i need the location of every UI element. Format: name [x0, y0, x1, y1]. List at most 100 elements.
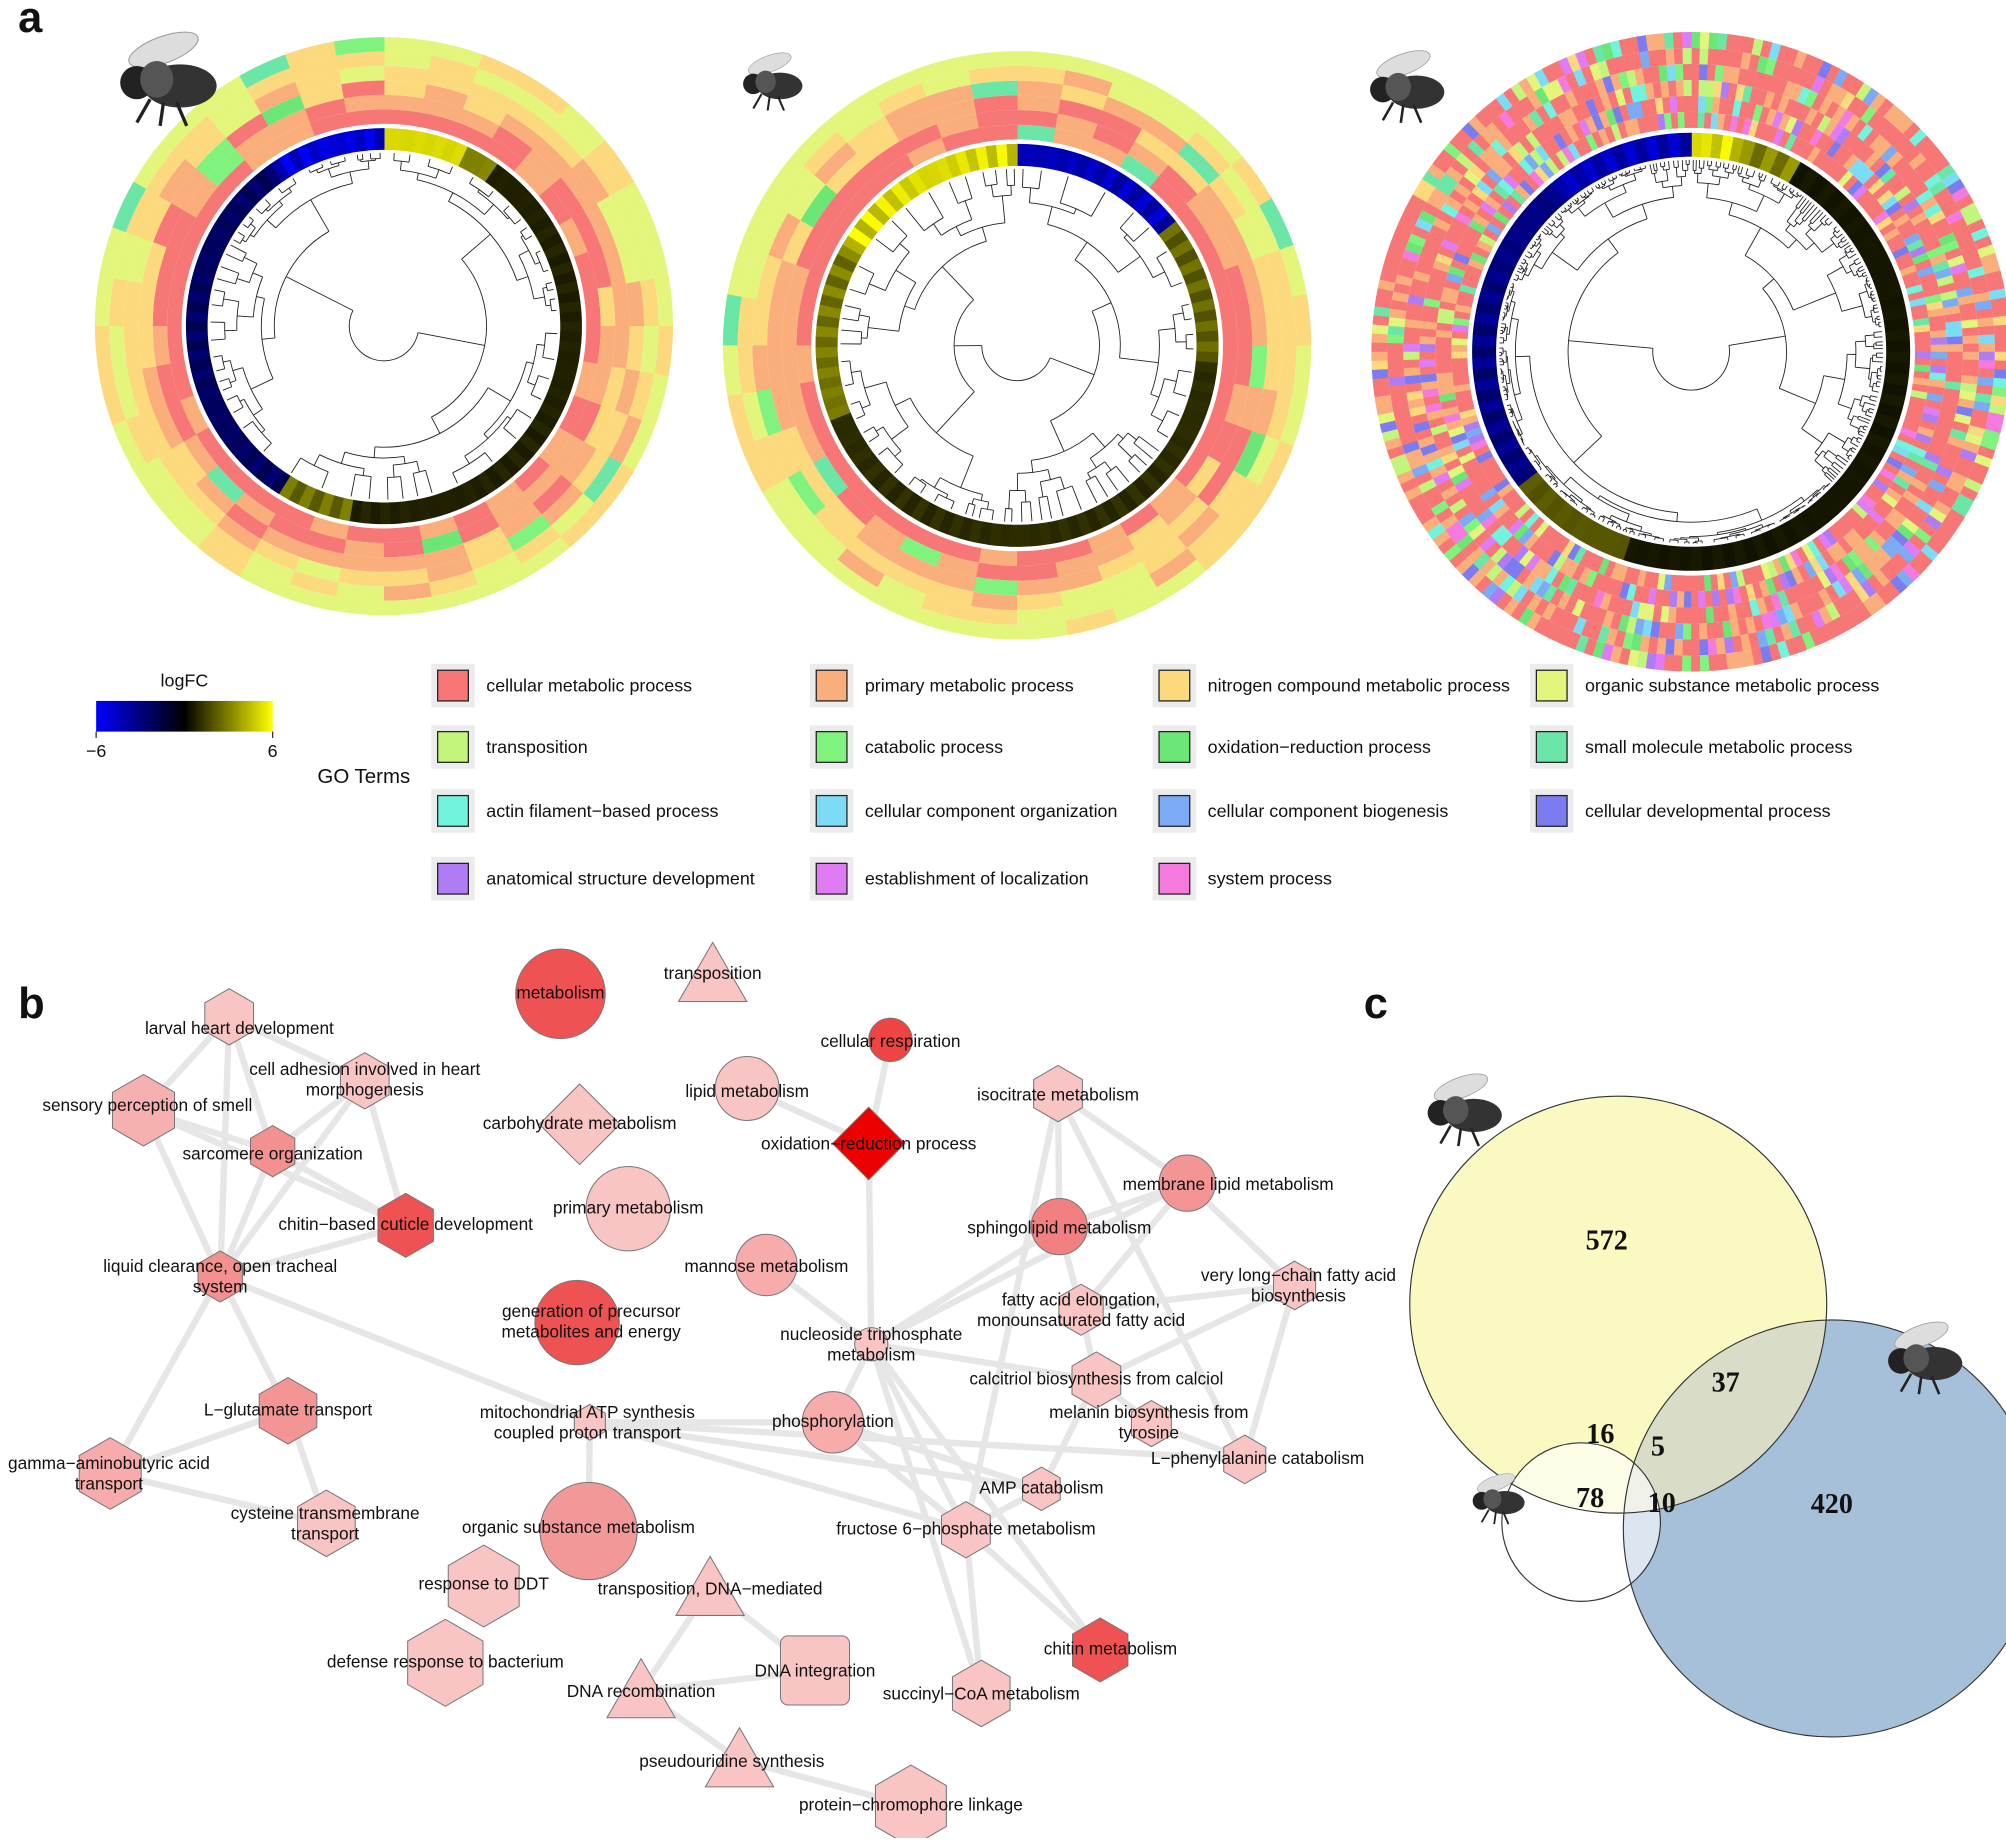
legend-key: [438, 670, 469, 701]
node-label: AMP catabolism: [979, 1477, 1103, 1497]
heatmap-cell: [167, 326, 185, 364]
dendrogram-branch: [851, 371, 860, 373]
dendrogram-branch: [1824, 456, 1833, 463]
dendrogram-branch: [1729, 336, 1785, 345]
dendrogram-branch: [1595, 185, 1597, 188]
dendrogram-branch: [243, 225, 247, 228]
heatmap-cell: [1682, 32, 1692, 48]
dendrogram-branch: [1570, 206, 1571, 207]
dendrogram-branch: [895, 451, 901, 457]
dendrogram-branch: [223, 387, 232, 391]
dendrogram-branch: [256, 297, 264, 299]
dendrogram-branch: [341, 452, 345, 463]
node-label: chitin metabolism: [1044, 1639, 1177, 1659]
dendrogram-branch: [933, 224, 941, 235]
heatmap-cell: [1419, 359, 1435, 368]
dendrogram-branch: [1050, 358, 1094, 375]
dendrogram-branch: [1598, 516, 1600, 520]
dendrogram-branch: [1790, 511, 1791, 513]
dendrogram-branch: [508, 217, 510, 218]
dendrogram-branch: [1871, 310, 1874, 311]
logfc-cell: [816, 347, 838, 359]
dendrogram-branch: [363, 469, 364, 476]
heatmap-cell: [1220, 345, 1238, 384]
dendrogram-branch: [1762, 525, 1763, 528]
dendrogram-branch: [1030, 502, 1032, 522]
node-label: transport: [291, 1523, 359, 1543]
dendrogram-branch: [1009, 490, 1010, 508]
dendrogram-branch: [1862, 396, 1870, 398]
dendrogram-branch: [1537, 251, 1541, 253]
dendrogram-branch: [1560, 219, 1563, 222]
heatmap-cell: [1931, 337, 1947, 345]
dendrogram-branch: [1040, 482, 1043, 497]
logfc-cell: [1020, 524, 1031, 546]
dendrogram-branch: [1810, 210, 1821, 222]
legend-key: [438, 796, 469, 827]
dendrogram-branch: [1048, 207, 1053, 225]
logfc-cell: [1017, 144, 1028, 166]
heatmap-cell: [1451, 351, 1467, 358]
heatmap-cell: [1691, 591, 1699, 607]
node-label: phosphorylation: [772, 1411, 894, 1431]
colorbar-title: logFC: [161, 670, 209, 690]
circular-heatmap: [723, 51, 1311, 639]
dendrogram-branch: [1634, 174, 1636, 180]
heatmap-cell: [796, 307, 814, 346]
dendrogram-branch: [851, 401, 860, 404]
heatmap-cell: [1388, 368, 1405, 378]
dendrogram-branch: [1815, 453, 1819, 456]
legend-label: cellular component organization: [865, 801, 1118, 821]
dendrogram-branch: [1837, 234, 1842, 238]
venn-count: 5: [1651, 1432, 1665, 1463]
logfc-cell: [1690, 547, 1702, 571]
dendrogram-branch: [1711, 161, 1712, 166]
dendrogram-branch: [240, 399, 244, 401]
legend-label: nitrogen compound metabolic process: [1208, 676, 1510, 696]
heatmap-cell: [1435, 351, 1451, 359]
dendrogram-branch: [1552, 220, 1555, 223]
heatmap-cell: [1674, 623, 1683, 639]
dendrogram-branch: [1039, 171, 1042, 189]
dendrogram-branch: [1874, 332, 1882, 333]
dendrogram-branch: [1859, 291, 1867, 294]
dendrogram-branch: [1047, 496, 1051, 518]
heatmap-cell: [1995, 352, 2006, 362]
heatmap-cell: [1436, 365, 1452, 374]
dendrogram-branch: [314, 455, 319, 466]
dendrogram-branch: [1610, 515, 1612, 519]
dendrogram-branch: [1525, 255, 1530, 258]
dendrogram-branch: [465, 456, 470, 464]
heatmap-cell: [1962, 327, 1979, 337]
dendrogram-branch: [1832, 465, 1841, 472]
heatmap-cell: [1914, 331, 1930, 339]
dendrogram-branch: [1764, 175, 1767, 181]
dendrogram-branch: [1854, 274, 1857, 276]
dendrogram-branch: [322, 472, 328, 488]
dendrogram-branch: [1720, 162, 1721, 167]
heatmap-cell: [346, 109, 384, 127]
legend-key: [816, 863, 847, 894]
dendrogram-branch: [1826, 472, 1834, 479]
dendrogram-branch: [1850, 248, 1853, 250]
dendrogram-branch: [279, 188, 283, 193]
dendrogram-branch: [991, 185, 993, 197]
heatmap-cell: [1419, 343, 1435, 351]
dendrogram-branch: [979, 508, 981, 518]
dendrogram-branch: [1855, 399, 1861, 401]
dendrogram-branch: [504, 428, 516, 439]
dendrogram-branch: [1868, 412, 1872, 413]
dendrogram-branch: [328, 169, 331, 177]
heatmap-cell: [167, 288, 185, 326]
dendrogram-branch: [1801, 497, 1804, 501]
heatmap-cell: [1435, 358, 1451, 366]
dendrogram-branch: [1074, 209, 1076, 214]
heatmap-cell: [1691, 639, 1700, 655]
dendrogram-branch: [1829, 433, 1845, 443]
dendrogram-branch: [253, 409, 262, 415]
dendrogram-branch: [1666, 170, 1667, 181]
dendrogram-arc: [1051, 311, 1100, 420]
